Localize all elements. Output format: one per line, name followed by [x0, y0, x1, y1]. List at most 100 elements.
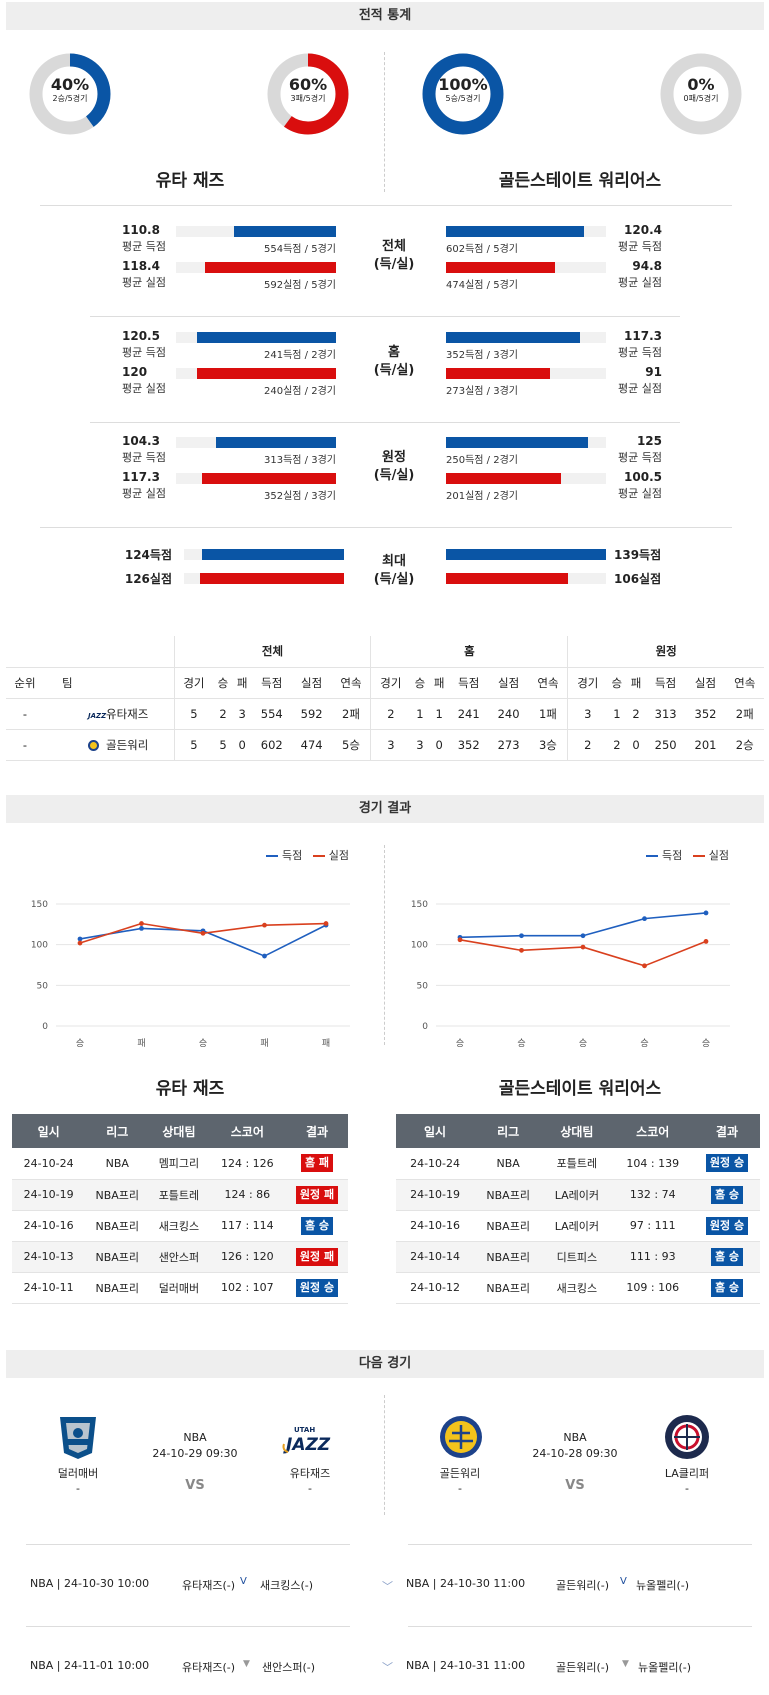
stat-cell: 241 [448, 698, 489, 730]
stat-cell: 5 [174, 698, 214, 730]
col-header: 연속 [725, 667, 764, 699]
bar-track [184, 573, 344, 584]
stat-category-sub: (득/실) [373, 363, 415, 378]
data-point[interactable] [703, 910, 709, 916]
donut-pct: 0% [687, 75, 715, 94]
stat-cell: 1패 [528, 698, 569, 730]
stat-cell: 2패 [331, 698, 372, 730]
data-point[interactable] [519, 933, 524, 939]
date-cell: 24-10-11 [12, 1272, 86, 1304]
data-point[interactable] [457, 937, 463, 943]
chevron-down-icon[interactable]: ﹀ [382, 1661, 393, 1674]
league-cell: NBA프리 [474, 1272, 543, 1304]
opponent-cell: 디트피스 [542, 1241, 612, 1273]
results-header-row: 일시 리그 상대팀 스코어 결과 [12, 1114, 348, 1148]
standings-table: 전체 홈 원정 순위 팀 경기 승 패 득점 실점 연속 경기 승 패 득점 실점 연속 경기 승 패 득점 실점 연속 - J… [6, 636, 764, 761]
line-chart-left: 0 50 100 150 승 패 승 패 패 [31, 900, 350, 1049]
next-home-rank: - [76, 1482, 80, 1495]
stat-label-left: 평균 득점 [122, 451, 166, 464]
bar-fill [446, 226, 584, 237]
bar-track [446, 549, 606, 560]
league-cell: NBA [85, 1148, 150, 1180]
stat-label-left: 평균 실점 [122, 382, 166, 395]
bar-fill [234, 226, 336, 237]
data-point[interactable] [642, 916, 647, 922]
stat-detail-right: 474실점 / 5경기 [446, 280, 518, 291]
x-tick-label: 승 [456, 1038, 464, 1049]
shield-icon: ▼ [243, 1659, 250, 1669]
data-point[interactable] [519, 947, 524, 953]
bar-track [446, 262, 606, 273]
col-header: 패 [429, 667, 449, 699]
team-cell[interactable]: JAZZ유타재즈 [44, 698, 175, 730]
league-cell: NBA프리 [474, 1179, 543, 1211]
divider [384, 1395, 385, 1515]
opponent-cell: LA레이커 [542, 1210, 612, 1242]
section-header-stats: 전적 통계 [6, 2, 764, 30]
donut-sub: 5승/5경기 [445, 94, 481, 103]
stat-cell: 1 [429, 698, 449, 730]
donut-left-win: 40% 2승/5경기 [28, 52, 112, 136]
data-point[interactable] [139, 921, 144, 926]
team-cell[interactable]: 골든워리 [44, 729, 175, 761]
league-cell: NBA [474, 1148, 543, 1180]
stat-detail-right: 273실점 / 3경기 [446, 386, 518, 397]
divider [408, 1626, 752, 1627]
data-point[interactable] [262, 922, 267, 928]
data-point[interactable] [262, 953, 267, 959]
donut-ring [29, 53, 111, 135]
group-header: 원정 [567, 636, 764, 668]
team-logo-clippers [663, 1413, 711, 1461]
stat-detail-left: 554득점 / 5경기 [264, 244, 336, 255]
col-header: 결과 [693, 1114, 760, 1148]
stat-value-right: 100.5 [624, 470, 662, 484]
chart-legend-right: 득점 실점 [646, 847, 729, 863]
data-point[interactable] [77, 940, 83, 946]
next-home-rank: - [458, 1482, 462, 1495]
stat-cell: 474 [291, 729, 332, 761]
donut-sub: 3패/5경기 [290, 94, 326, 103]
rank-cell: - [6, 729, 44, 761]
stat-cell: 250 [645, 729, 686, 761]
table-row: 24-10-16 NBA프리 새크킹스 117 : 114 홈 승 [12, 1210, 348, 1242]
blank-cell [44, 636, 175, 668]
stat-cell: 2승 [725, 729, 764, 761]
rank-cell: - [6, 698, 44, 730]
data-point[interactable] [77, 936, 83, 942]
vs-label: VS [565, 1478, 585, 1493]
next-league: NBA [183, 1431, 207, 1444]
legend-scored: 득점 [282, 849, 303, 862]
team-name: 유타재즈 [106, 706, 149, 721]
upcoming-info: NBA | 24-10-30 10:00 [30, 1577, 150, 1590]
col-header: 리그 [85, 1114, 150, 1148]
data-point[interactable] [580, 944, 586, 950]
donut-arc [29, 53, 111, 135]
stat-cell: 313 [645, 698, 686, 730]
data-point[interactable] [703, 939, 709, 944]
stat-cell: 201 [685, 729, 726, 761]
col-header: 상대팀 [542, 1114, 612, 1148]
jazz-logo-icon: JAZZ [88, 711, 107, 720]
chevron-down-icon[interactable]: ﹀ [382, 1580, 393, 1593]
date-cell: 24-10-16 [396, 1210, 475, 1242]
date-cell: 24-10-12 [396, 1272, 475, 1304]
warriors-logo-icon [440, 1416, 482, 1458]
stat-cell: 2 [213, 698, 233, 730]
data-point[interactable] [200, 930, 206, 936]
standings-header-row: 순위 팀 경기 승 패 득점 실점 연속 경기 승 패 득점 실점 연속 경기 승 패 득점 실점 연속 [6, 667, 764, 699]
table-row: 24-10-14 NBA프리 디트피스 111 : 93 홈 승 [396, 1241, 760, 1273]
results-team-left: 유타 재즈 [155, 1079, 225, 1099]
stat-cell: 592 [291, 698, 332, 730]
bar-fill [446, 332, 580, 343]
data-point[interactable] [323, 921, 329, 926]
opponent-cell: 샌안스퍼 [149, 1241, 209, 1273]
group-header: 홈 [370, 636, 569, 668]
bar-track [176, 437, 336, 448]
divider [90, 316, 680, 317]
data-point[interactable] [139, 926, 144, 931]
data-point[interactable] [642, 963, 647, 969]
donut-right-win: 100% 5승/5경기 [421, 52, 505, 136]
stat-cell: 554 [251, 698, 292, 730]
data-point[interactable] [580, 933, 586, 939]
y-tick-label: 0 [42, 1022, 48, 1032]
